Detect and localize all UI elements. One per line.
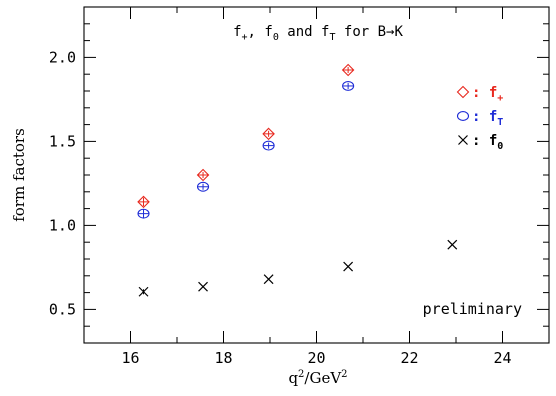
axis-ticks bbox=[83, 6, 550, 344]
circle-marker bbox=[137, 208, 150, 219]
series-circle bbox=[137, 81, 355, 219]
x-axis-label-sup1: 2 bbox=[298, 369, 304, 380]
circle-marker bbox=[456, 111, 470, 121]
data-point bbox=[137, 195, 150, 209]
legend-label: : f0 bbox=[472, 133, 503, 152]
cross-marker-stroke-b bbox=[343, 261, 354, 272]
title-sep1: , f bbox=[248, 24, 273, 40]
data-point bbox=[196, 181, 210, 192]
diamond-marker bbox=[456, 85, 470, 99]
data-point bbox=[196, 168, 210, 182]
legend-label-main: f bbox=[489, 133, 497, 149]
data-point bbox=[262, 127, 275, 141]
data-point bbox=[263, 274, 274, 285]
y-tick-label: 0.5 bbox=[49, 300, 76, 318]
circle-marker bbox=[196, 181, 210, 192]
x-tick-label: 20 bbox=[307, 349, 325, 367]
preliminary-annotation: preliminary bbox=[423, 300, 522, 318]
x-tick-label: 22 bbox=[400, 349, 418, 367]
legend-entry: : f0 bbox=[458, 133, 503, 152]
x-tick-label: 24 bbox=[493, 349, 511, 367]
x-axis-label-mid: /GeV bbox=[304, 369, 342, 387]
legend-label-main: f bbox=[489, 109, 497, 125]
data-marks bbox=[137, 63, 458, 297]
data-point bbox=[341, 63, 355, 77]
x-axis-label: q2/GeV2 bbox=[288, 369, 347, 387]
circle-marker bbox=[342, 81, 355, 91]
series-cross bbox=[138, 239, 458, 297]
series-diamond bbox=[137, 63, 355, 209]
title-f1: f bbox=[233, 24, 241, 40]
legend-label: : f+ bbox=[472, 85, 503, 104]
title-rest: for B→K bbox=[335, 24, 403, 40]
data-point bbox=[137, 208, 150, 219]
plot-frame bbox=[83, 6, 550, 344]
title-sub-zero: 0 bbox=[273, 32, 279, 43]
y-tick-label: 2.0 bbox=[49, 48, 76, 66]
legend-label-sub: + bbox=[497, 93, 503, 104]
data-point bbox=[447, 239, 458, 250]
data-point bbox=[138, 286, 149, 297]
y-axis-label: form factors bbox=[10, 128, 28, 222]
legend-label: : fT bbox=[472, 109, 503, 128]
tick-labels: 16 18 20 22 24 0.5 1.0 1.5 2.0 bbox=[49, 48, 512, 367]
legend-entry: : f+ bbox=[456, 85, 503, 104]
circle-marker bbox=[262, 140, 275, 151]
diamond-marker bbox=[137, 195, 150, 209]
cross-marker-stroke-b bbox=[198, 281, 208, 292]
legend-label-sub: 0 bbox=[497, 141, 503, 152]
chart-title: f+, f0 and fT for B→K bbox=[233, 24, 403, 43]
diamond-marker bbox=[196, 168, 210, 182]
cross-marker-stroke-b bbox=[263, 274, 274, 285]
legend: : f+: fT: f0 bbox=[456, 85, 503, 152]
y-tick-label: 1.0 bbox=[49, 216, 76, 234]
title-sep2: and f bbox=[279, 24, 330, 40]
data-point bbox=[343, 261, 354, 272]
x-tick-label: 16 bbox=[121, 349, 139, 367]
legend-label-main: f bbox=[489, 85, 497, 101]
title-sub-plus: + bbox=[242, 32, 248, 43]
x-tick-label: 18 bbox=[214, 349, 232, 367]
legend-label-colon: : bbox=[472, 133, 489, 149]
title-sub-t: T bbox=[329, 32, 335, 43]
data-point bbox=[262, 140, 275, 151]
legend-entry: : fT bbox=[456, 109, 503, 128]
y-tick-label: 1.5 bbox=[49, 132, 76, 150]
legend-label-colon: : bbox=[472, 109, 489, 125]
legend-label-sub: T bbox=[497, 117, 503, 128]
legend-label-colon: : bbox=[472, 85, 489, 101]
diamond-marker bbox=[341, 63, 355, 77]
diamond-marker bbox=[262, 127, 275, 141]
data-point bbox=[342, 81, 355, 91]
x-axis-label-sup2: 2 bbox=[341, 369, 347, 380]
data-point bbox=[198, 281, 208, 292]
cross-marker-stroke-b bbox=[138, 286, 149, 297]
x-axis-label-q: q bbox=[288, 369, 298, 387]
cross-marker-stroke-b bbox=[458, 135, 468, 145]
cross-marker-stroke-b bbox=[447, 239, 458, 250]
